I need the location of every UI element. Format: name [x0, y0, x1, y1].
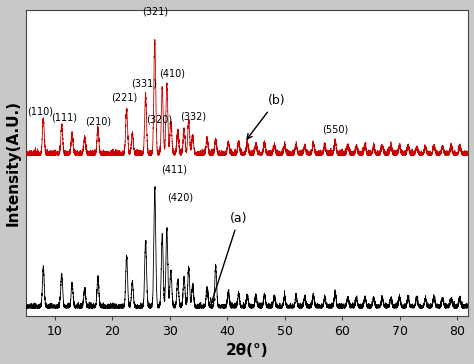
Y-axis label: Intensity(A.U.): Intensity(A.U.)	[6, 100, 20, 226]
Text: (321): (321)	[142, 6, 168, 16]
X-axis label: 2θ(°): 2θ(°)	[226, 344, 269, 359]
Text: (420): (420)	[168, 193, 194, 202]
Text: (a): (a)	[210, 212, 247, 303]
Text: (550): (550)	[322, 124, 348, 134]
Text: (b): (b)	[247, 94, 285, 139]
Text: (411): (411)	[161, 165, 187, 175]
Text: (410): (410)	[160, 68, 186, 78]
Text: (331): (331)	[131, 78, 157, 88]
Text: (210): (210)	[85, 116, 111, 126]
Text: (111): (111)	[52, 112, 78, 122]
Text: (320): (320)	[146, 115, 173, 124]
Text: (110): (110)	[27, 107, 54, 117]
Text: (221): (221)	[110, 93, 137, 103]
Text: (332): (332)	[180, 112, 206, 122]
